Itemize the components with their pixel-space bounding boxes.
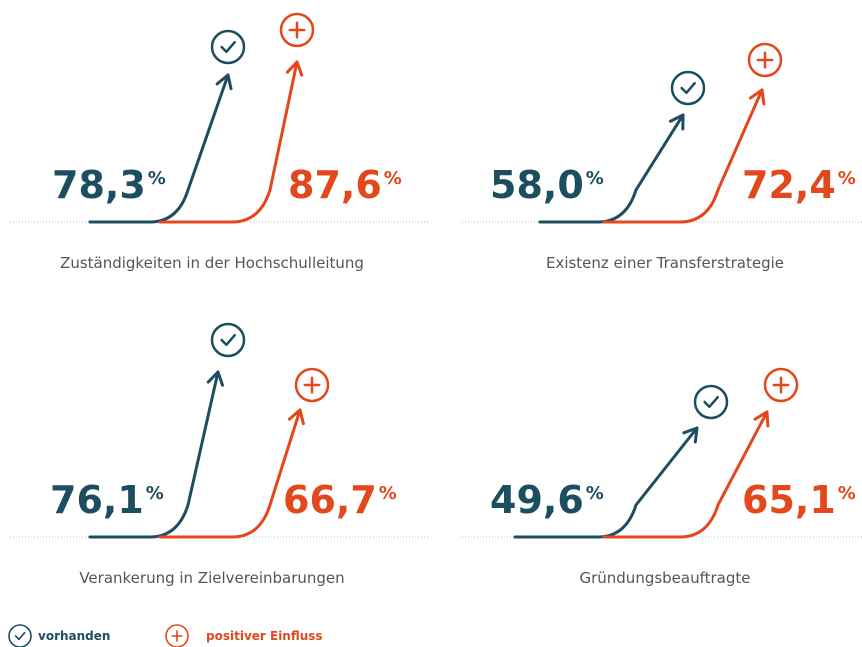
arrow-einfluss-head: [285, 60, 304, 77]
panel-label: Zuständigkeiten in der Hochschulleitung: [60, 254, 364, 272]
percent-sign: %: [838, 483, 856, 504]
check-icon: [210, 322, 246, 358]
arrow-vorhanden: [513, 426, 699, 539]
arrow-vorhanden-head: [682, 426, 699, 444]
panel-label: Verankerung in Zielvereinbarungen: [79, 569, 344, 587]
arrow-vorhanden-head: [668, 113, 685, 131]
check-mark: [220, 333, 236, 347]
check-icon: [210, 29, 246, 65]
value-vorhanden: 76,1%: [50, 478, 164, 522]
arrow-einfluss-head: [753, 410, 770, 428]
value-vorhanden: 78,3%: [52, 163, 166, 207]
panel-label: Existenz einer Transferstrategie: [546, 254, 784, 272]
arrow-vorhanden-head: [206, 370, 225, 387]
arrow-einfluss: [158, 60, 299, 224]
arrow-einfluss-head: [748, 88, 766, 106]
plus-icon: [294, 367, 330, 403]
plus-mark: [756, 51, 774, 69]
plus-mark: [171, 630, 183, 642]
plus-mark: [303, 376, 321, 394]
plus-icon: [279, 12, 315, 48]
value: 65,1: [742, 478, 836, 522]
plus-icon: [747, 42, 783, 78]
value: 87,6: [288, 163, 382, 207]
percent-sign: %: [586, 483, 604, 504]
legend-einfluss: positiver Einfluss: [206, 629, 323, 643]
panel-label: Gründungsbeauftragte: [579, 569, 750, 587]
value-einfluss: 66,7%: [283, 478, 397, 522]
value-einfluss: 65,1%: [742, 478, 856, 522]
arrow-einfluss: [158, 408, 302, 539]
arrow-vorhanden-head: [215, 73, 233, 91]
arrow-einfluss: [602, 410, 769, 539]
value-vorhanden: 49,6%: [490, 478, 604, 522]
arrow-einfluss-head: [287, 408, 305, 426]
plus-icon: [165, 624, 189, 647]
value-vorhanden: 58,0%: [490, 163, 604, 207]
plus-mark: [288, 21, 306, 39]
value: 76,1: [50, 478, 144, 522]
percent-sign: %: [384, 168, 402, 189]
arrow-vorhanden: [88, 73, 230, 224]
check-mark: [14, 631, 26, 641]
value: 49,6: [490, 478, 584, 522]
percent-sign: %: [838, 168, 856, 189]
check-icon: [693, 384, 729, 420]
check-icon: [670, 70, 706, 106]
plus-icon: [763, 367, 799, 403]
value: 66,7: [283, 478, 377, 522]
value: 72,4: [742, 163, 836, 207]
legend-vorhanden: vorhanden: [38, 629, 110, 643]
percent-sign: %: [146, 483, 164, 504]
value-einfluss: 72,4%: [742, 163, 856, 207]
arrow-vorhanden: [88, 370, 220, 539]
value-einfluss: 87,6%: [288, 163, 402, 207]
check-mark: [680, 81, 696, 95]
value: 78,3: [52, 163, 146, 207]
arrow-einfluss: [602, 88, 764, 224]
check-icon: [8, 624, 32, 647]
percent-sign: %: [586, 168, 604, 189]
value: 58,0: [490, 163, 584, 207]
percent-sign: %: [379, 483, 397, 504]
arrow-vorhanden: [538, 113, 685, 224]
check-mark: [703, 395, 719, 409]
plus-mark: [772, 376, 790, 394]
check-mark: [220, 40, 236, 54]
percent-sign: %: [148, 168, 166, 189]
